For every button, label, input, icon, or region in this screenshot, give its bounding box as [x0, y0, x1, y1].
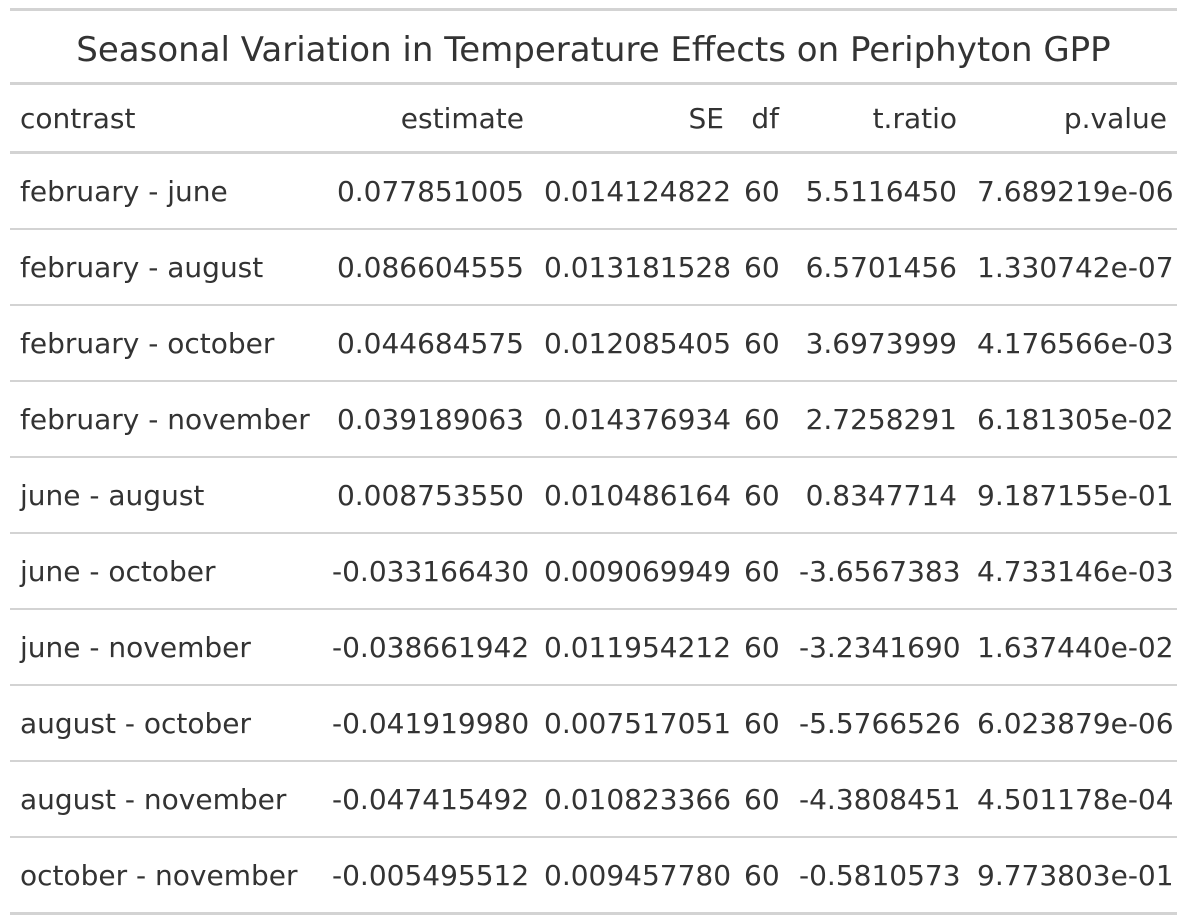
- header-estimate: estimate: [322, 85, 534, 154]
- table-row: february - june 0.077851005 0.014124822 …: [10, 152, 1177, 230]
- table-row: february - august 0.086604555 0.01318152…: [10, 229, 1177, 306]
- cell-contrast: february - august: [10, 229, 322, 306]
- cell-p-value: 9.187155e-01: [967, 457, 1177, 534]
- cell-contrast: february - october: [10, 305, 322, 382]
- contrast-table: contrast estimate SE df t.ratio p.value …: [10, 85, 1177, 915]
- cell-df: 60: [734, 761, 789, 838]
- cell-df: 60: [734, 152, 789, 230]
- cell-estimate: -0.033166430: [322, 533, 534, 610]
- cell-df: 60: [734, 609, 789, 686]
- cell-se: 0.007517051: [534, 685, 734, 762]
- cell-se: 0.010486164: [534, 457, 734, 534]
- cell-contrast: june - november: [10, 609, 322, 686]
- cell-t-ratio: -3.2341690: [789, 609, 967, 686]
- cell-contrast: june - august: [10, 457, 322, 534]
- top-rule: [10, 8, 1177, 11]
- cell-estimate: 0.044684575: [322, 305, 534, 382]
- cell-contrast: february - june: [10, 152, 322, 230]
- table-row: february - november 0.039189063 0.014376…: [10, 381, 1177, 458]
- cell-p-value: 9.773803e-01: [967, 837, 1177, 915]
- table-row: august - october -0.041919980 0.00751705…: [10, 685, 1177, 762]
- cell-df: 60: [734, 837, 789, 915]
- header-se: SE: [534, 85, 734, 154]
- cell-p-value: 1.637440e-02: [967, 609, 1177, 686]
- header-df: df: [734, 85, 789, 154]
- cell-contrast: october - november: [10, 837, 322, 915]
- header-contrast: contrast: [10, 85, 322, 154]
- cell-estimate: 0.077851005: [322, 152, 534, 230]
- cell-t-ratio: 6.5701456: [789, 229, 967, 306]
- cell-se: 0.012085405: [534, 305, 734, 382]
- table-row: october - november -0.005495512 0.009457…: [10, 837, 1177, 915]
- cell-estimate: 0.086604555: [322, 229, 534, 306]
- cell-p-value: 4.733146e-03: [967, 533, 1177, 610]
- cell-p-value: 7.689219e-06: [967, 152, 1177, 230]
- table-row: august - november -0.047415492 0.0108233…: [10, 761, 1177, 838]
- cell-estimate: 0.039189063: [322, 381, 534, 458]
- results-table-container: Seasonal Variation in Temperature Effect…: [10, 8, 1177, 915]
- cell-estimate: -0.047415492: [322, 761, 534, 838]
- cell-t-ratio: 2.7258291: [789, 381, 967, 458]
- table-row: june - november -0.038661942 0.011954212…: [10, 609, 1177, 686]
- cell-contrast: february - november: [10, 381, 322, 458]
- header-p-value: p.value: [967, 85, 1177, 154]
- cell-se: 0.014124822: [534, 152, 734, 230]
- cell-df: 60: [734, 305, 789, 382]
- cell-df: 60: [734, 229, 789, 306]
- cell-estimate: -0.038661942: [322, 609, 534, 686]
- cell-se: 0.010823366: [534, 761, 734, 838]
- cell-df: 60: [734, 381, 789, 458]
- cell-se: 0.011954212: [534, 609, 734, 686]
- cell-contrast: august - november: [10, 761, 322, 838]
- cell-t-ratio: 5.5116450: [789, 152, 967, 230]
- cell-df: 60: [734, 457, 789, 534]
- cell-p-value: 1.330742e-07: [967, 229, 1177, 306]
- cell-se: 0.014376934: [534, 381, 734, 458]
- cell-t-ratio: 0.8347714: [789, 457, 967, 534]
- cell-p-value: 6.023879e-06: [967, 685, 1177, 762]
- cell-t-ratio: -4.3808451: [789, 761, 967, 838]
- cell-p-value: 4.176566e-03: [967, 305, 1177, 382]
- cell-estimate: 0.008753550: [322, 457, 534, 534]
- cell-se: 0.009069949: [534, 533, 734, 610]
- cell-estimate: -0.041919980: [322, 685, 534, 762]
- cell-se: 0.009457780: [534, 837, 734, 915]
- cell-p-value: 4.501178e-04: [967, 761, 1177, 838]
- cell-contrast: august - october: [10, 685, 322, 762]
- header-row: contrast estimate SE df t.ratio p.value: [10, 85, 1177, 154]
- cell-estimate: -0.005495512: [322, 837, 534, 915]
- cell-t-ratio: -3.6567383: [789, 533, 967, 610]
- cell-contrast: june - october: [10, 533, 322, 610]
- table-row: february - october 0.044684575 0.0120854…: [10, 305, 1177, 382]
- cell-se: 0.013181528: [534, 229, 734, 306]
- header-t-ratio: t.ratio: [789, 85, 967, 154]
- cell-p-value: 6.181305e-02: [967, 381, 1177, 458]
- table-row: june - october -0.033166430 0.009069949 …: [10, 533, 1177, 610]
- cell-df: 60: [734, 685, 789, 762]
- cell-t-ratio: -0.5810573: [789, 837, 967, 915]
- table-row: june - august 0.008753550 0.010486164 60…: [10, 457, 1177, 534]
- cell-df: 60: [734, 533, 789, 610]
- cell-t-ratio: -5.5766526: [789, 685, 967, 762]
- table-title: Seasonal Variation in Temperature Effect…: [10, 11, 1177, 85]
- cell-t-ratio: 3.6973999: [789, 305, 967, 382]
